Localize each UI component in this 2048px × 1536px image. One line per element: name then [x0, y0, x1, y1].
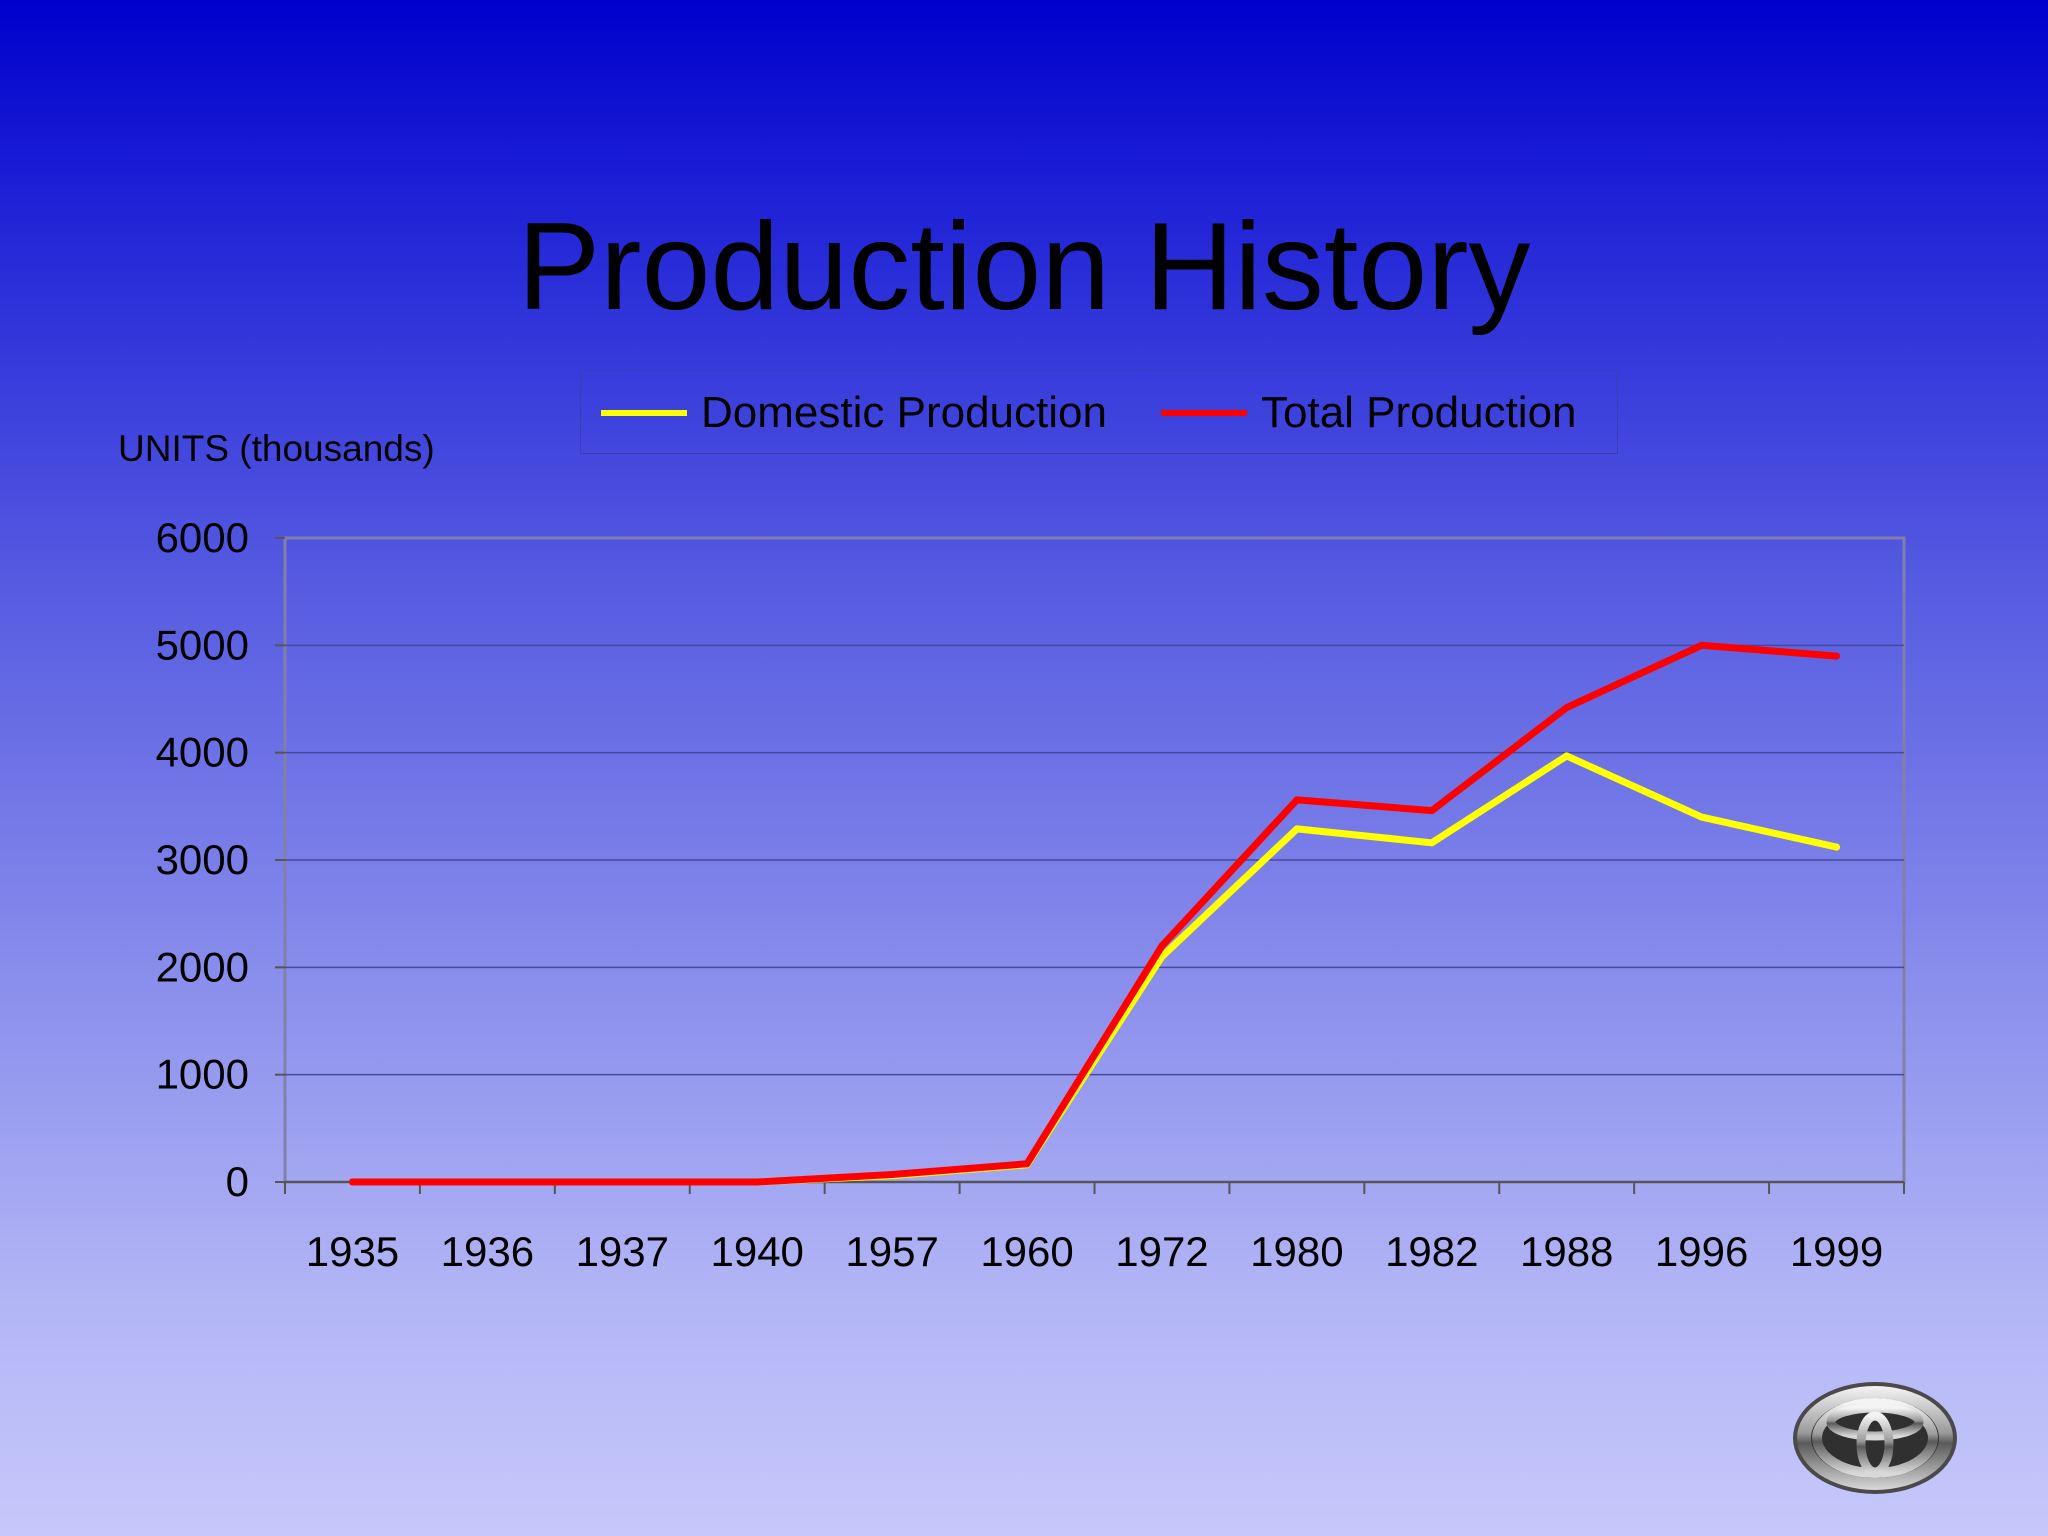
data-point-total-production-1982 [1428, 807, 1436, 815]
y-axis-label: UNITS (thousands) [118, 428, 435, 469]
x-tick-label-1988: 1988 [1520, 1228, 1613, 1275]
x-tick-label-1972: 1972 [1115, 1228, 1208, 1275]
legend-label-domestic: Domestic Production [701, 388, 1107, 437]
data-point-domestic-production-1988 [1563, 752, 1571, 760]
data-point-total-production-1936 [483, 1178, 491, 1186]
data-point-domestic-production-1982 [1428, 839, 1436, 847]
data-point-total-production-1972 [1158, 942, 1166, 950]
legend-item-total: Total Production [1161, 371, 1577, 455]
legend-item-domestic: Domestic Production [601, 371, 1107, 455]
x-tick-label-1980: 1980 [1250, 1228, 1343, 1275]
legend: Domestic Production Total Production [580, 370, 1618, 454]
legend-swatch-domestic [601, 410, 687, 416]
data-point-domestic-production-1996 [1698, 813, 1706, 821]
data-point-domestic-production-1980 [1293, 825, 1301, 833]
y-tick-label-1000: 1000 [156, 1051, 249, 1098]
y-tick-label-2000: 2000 [156, 943, 249, 990]
x-tick-label-1982: 1982 [1385, 1228, 1478, 1275]
toyota-logo-icon [1793, 1382, 1957, 1494]
data-point-total-production-1999 [1833, 652, 1841, 660]
data-point-total-production-1935 [348, 1178, 356, 1186]
y-tick-label-0: 0 [226, 1158, 249, 1205]
data-point-total-production-1988 [1563, 704, 1571, 712]
x-tick-label-1935: 1935 [306, 1228, 399, 1275]
data-point-total-production-1937 [618, 1178, 626, 1186]
x-tick-label-1936: 1936 [441, 1228, 534, 1275]
x-tick-label-1996: 1996 [1655, 1228, 1748, 1275]
y-tick-label-5000: 5000 [156, 621, 249, 668]
x-tick-label-1999: 1999 [1790, 1228, 1883, 1275]
data-point-domestic-production-1999 [1833, 843, 1841, 851]
x-tick-label-1937: 1937 [576, 1228, 669, 1275]
data-point-total-production-1980 [1293, 796, 1301, 804]
y-tick-label-6000: 6000 [156, 514, 249, 561]
legend-swatch-total [1161, 410, 1247, 416]
y-tick-label-4000: 4000 [156, 729, 249, 776]
series-line-total-production [349, 641, 1840, 1186]
chart-title: Production History [517, 198, 1531, 336]
data-point-total-production-1957 [888, 1170, 896, 1178]
y-tick-label-3000: 3000 [156, 836, 249, 883]
x-tick-label-1940: 1940 [710, 1228, 803, 1275]
x-tick-label-1957: 1957 [845, 1228, 938, 1275]
data-point-total-production-1996 [1698, 641, 1706, 649]
data-point-total-production-1960 [1023, 1160, 1031, 1168]
series-line-domestic-production [349, 752, 1840, 1186]
x-tick-label-1960: 1960 [980, 1228, 1073, 1275]
data-point-total-production-1940 [753, 1178, 761, 1186]
legend-label-total: Total Production [1261, 388, 1577, 437]
